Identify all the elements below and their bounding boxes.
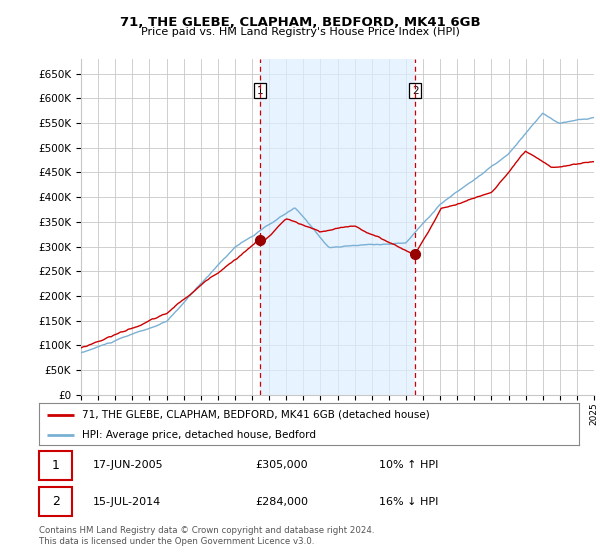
Bar [260,59,415,395]
Text: £305,000: £305,000 [255,460,308,470]
Bar [39,451,73,480]
Text: 17-JUN-2005: 17-JUN-2005 [93,460,164,470]
Text: 2: 2 [412,86,418,96]
Text: Contains HM Land Registry data © Crown copyright and database right 2024.
This d: Contains HM Land Registry data © Crown c… [39,526,374,546]
Text: 16% ↓ HPI: 16% ↓ HPI [379,497,439,507]
Text: 1: 1 [257,86,263,96]
Text: 10% ↑ HPI: 10% ↑ HPI [379,460,439,470]
Text: 71, THE GLEBE, CLAPHAM, BEDFORD, MK41 6GB (detached house): 71, THE GLEBE, CLAPHAM, BEDFORD, MK41 6G… [82,410,430,420]
Bar [39,487,73,516]
Text: 71, THE GLEBE, CLAPHAM, BEDFORD, MK41 6GB: 71, THE GLEBE, CLAPHAM, BEDFORD, MK41 6G… [119,16,481,29]
Text: £284,000: £284,000 [255,497,308,507]
Text: 2: 2 [52,495,59,508]
Text: 15-JUL-2014: 15-JUL-2014 [93,497,161,507]
Text: 1: 1 [52,459,59,472]
Text: Price paid vs. HM Land Registry's House Price Index (HPI): Price paid vs. HM Land Registry's House … [140,27,460,37]
Text: HPI: Average price, detached house, Bedford: HPI: Average price, detached house, Bedf… [82,430,316,440]
